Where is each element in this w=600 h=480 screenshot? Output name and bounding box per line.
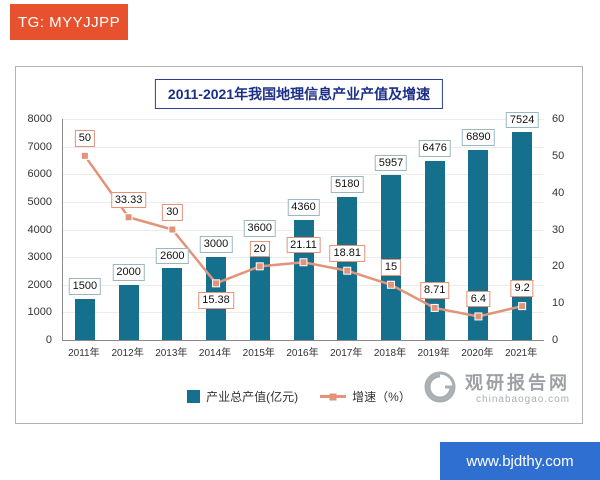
left-axis: 0 1000 2000 3000 4000 5000 6000 7000 8000 — [16, 113, 58, 346]
left-axis-tick-label: 1000 — [27, 306, 52, 319]
line-value-label: 50 — [74, 130, 95, 147]
gridline — [63, 174, 544, 176]
bar-series-label: 产业总产值(亿元) — [206, 390, 299, 404]
gridline — [63, 146, 544, 148]
line-value-label: 8.71 — [419, 282, 450, 299]
legend-item-bar: 产业总产值(亿元) — [187, 388, 298, 405]
growth-line — [80, 151, 527, 321]
plot-area: 1500 2000 2600 3000 3600 4360 5180 5957 6476 6890… — [62, 111, 544, 341]
x-axis-label: 2020年 — [461, 348, 494, 359]
legend-item-line: 增速（%） — [320, 388, 411, 405]
x-axis-label: 2012年 — [111, 348, 144, 359]
right-axis-tick-label: 0 — [552, 334, 559, 346]
left-axis-tick-label: 7000 — [27, 140, 52, 153]
website-banner-label: www.bjdthy.com — [466, 452, 574, 470]
watermark-text-block: 观研报告网 chinabaogao.com — [465, 373, 570, 405]
watermark: 观研报告网 chinabaogao.com — [423, 370, 570, 409]
x-axis-label: 2019年 — [417, 348, 450, 359]
x-axis-label: 2014年 — [198, 348, 232, 359]
right-axis-tick-label: 10 — [552, 297, 565, 310]
line-series-label: 增速（%） — [352, 390, 411, 404]
telegram-ad-banner: TG: MYYJJPP — [10, 4, 128, 40]
left-axis-tick-label: 5000 — [27, 195, 52, 208]
bar-value-label: 5957 — [374, 154, 408, 172]
line-series-swatch-icon — [320, 395, 347, 398]
x-axis-label: 2017年 — [330, 348, 363, 359]
line-value-label: 33.33 — [110, 191, 147, 209]
line-value-label: 15.38 — [198, 292, 234, 309]
bar-value-label: 3000 — [199, 236, 233, 254]
line-value-label: 15 — [380, 259, 402, 276]
right-axis-tick-label: 30 — [552, 223, 565, 236]
bar-value-label: 6476 — [418, 140, 451, 158]
bar — [74, 298, 95, 340]
left-axis-tick-label: 3000 — [27, 251, 52, 264]
bar-value-label: 4360 — [287, 198, 320, 216]
bar-value-label: 3600 — [243, 219, 277, 237]
left-axis-tick-label: 8000 — [27, 113, 52, 125]
chart-title: 2011-2021年我国地理信息产业产值及增速 — [154, 79, 444, 109]
legend: 产业总产值(亿元) 增速（%） — [16, 388, 582, 405]
watermark-logo-icon — [423, 370, 457, 409]
x-axis-label: 2018年 — [373, 348, 407, 359]
x-axis-label: 2021年 — [505, 348, 538, 359]
bar — [380, 175, 401, 340]
bar — [162, 268, 183, 340]
left-axis-tick-label: 4000 — [27, 223, 52, 236]
line-value-label: 9.2 — [510, 280, 534, 298]
x-axis-label: 2013年 — [155, 348, 188, 359]
x-axis: 2011年 2012年 2013年 2014年 2015年 2016年 2017年 2018年… — [62, 344, 544, 360]
gridline — [63, 119, 544, 120]
bar-value-label: 6890 — [462, 129, 495, 146]
x-axis-label: 2015年 — [242, 348, 275, 359]
right-axis-tick-label: 20 — [552, 260, 565, 273]
right-axis-tick-label: 40 — [552, 186, 565, 199]
right-axis-tick-label: 60 — [552, 113, 565, 125]
watermark-title: 观研报告网 — [465, 373, 570, 394]
line-value-label: 18.81 — [329, 245, 365, 262]
bar-value-label: 5180 — [330, 176, 364, 193]
bar-value-label: 2600 — [156, 247, 189, 265]
line-value-label: 6.4 — [466, 290, 491, 308]
chart-panel: 2011-2021年我国地理信息产业产值及增速 0 1000 2000 3000 400… — [15, 66, 583, 424]
bar-value-label: 7524 — [505, 111, 539, 129]
right-axis-tick-label: 50 — [552, 149, 565, 162]
bar-value-label: 2000 — [112, 264, 145, 281]
left-axis-tick-label: 0 — [45, 334, 52, 346]
left-axis-tick-label: 6000 — [27, 168, 52, 181]
x-axis-label: 2016年 — [286, 348, 319, 359]
bar-series-swatch-icon — [187, 390, 201, 403]
x-axis-label: 2011年 — [68, 348, 100, 359]
left-axis-tick-label: 2000 — [27, 278, 52, 291]
website-banner: www.bjdthy.com — [440, 442, 600, 480]
bar — [118, 284, 139, 340]
watermark-subtitle: chinabaogao.com — [476, 393, 570, 405]
line-value-label: 30 — [162, 203, 183, 221]
telegram-ad-label: TG: MYYJJPP — [18, 13, 121, 31]
line-value-label: 20 — [249, 240, 270, 258]
bar-value-label: 1500 — [68, 277, 102, 295]
right-axis: 0 10 20 30 40 50 60 — [548, 113, 580, 346]
line-value-label: 21.11 — [286, 236, 321, 254]
